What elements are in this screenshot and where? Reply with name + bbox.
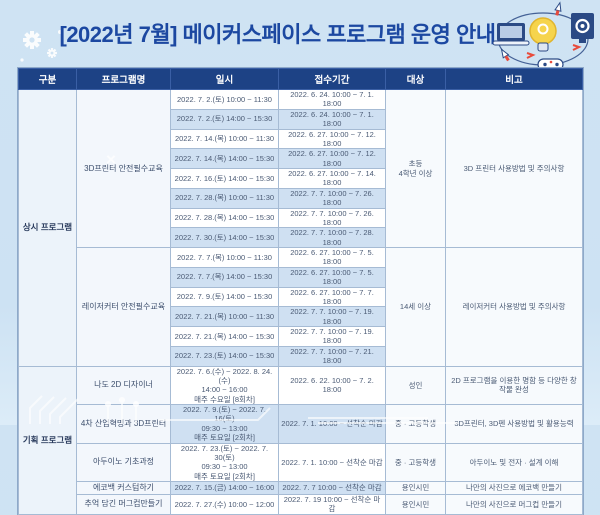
session-period-cell: 2022. 6. 22. 10:00 ~ 7. 2. 18:00 — [278, 365, 386, 405]
col-header-program: 프로그램명 — [76, 68, 171, 90]
rocket-icon — [500, 48, 510, 62]
note-cell: 레이저커터 사용방법 및 주의사항 — [445, 247, 583, 367]
target-cell: 14세 이상 — [385, 247, 446, 367]
session-period-cell: 2022. 6. 27. 10:00 ~ 7. 12. 18:00 — [278, 128, 386, 150]
session-date-cell: 2022. 7. 16.(토) 14:00 ~ 15:30 — [170, 168, 279, 189]
session-period-cell: 2022. 6. 27. 10:00 ~ 7. 5. 18:00 — [278, 266, 386, 288]
session-date-cell: 2022. 7. 7.(목) 10:00 ~ 11:30 — [170, 247, 279, 268]
table-row: 아두이노 기초과정 2022. 7. 23.(토) ~ 2022. 7. 30(… — [19, 442, 583, 482]
table-row: 2022. 7. 30.(토) 14:00 ~ 15:30 2022. 7. 7… — [19, 227, 583, 248]
session-date-cell: 2022. 7. 14.(목) 14:00 ~ 15:30 — [170, 148, 279, 169]
target-cell: 성인 — [385, 365, 446, 405]
rocket-icon — [554, 1, 562, 16]
monitor-icon — [571, 13, 594, 43]
table-row: 에코백 커스텀하기 2022. 7. 15.(금) 14:00 ~ 16:00 … — [19, 481, 583, 495]
session-date-cell: 2022. 7. 2.(토) 10:00 ~ 11:30 — [170, 89, 279, 110]
session-period-cell: 2022. 7. 7. 10:00 ~ 7. 21. 18:00 — [278, 345, 386, 367]
session-date-cell: 2022. 7. 27.(수) 10:00 ~ 12:00 — [170, 494, 279, 515]
col-header-datetime: 일시 — [170, 68, 279, 90]
session-date-cell: 2022. 7. 2.(토) 14:00 ~ 15:30 — [170, 108, 279, 130]
session-period-cell: 2022. 7. 7. 10:00 ~ 7. 28. 18:00 — [278, 227, 386, 248]
table-row: 2022. 7. 14.(목) 14:00 ~ 15:30 2022. 6. 2… — [19, 148, 583, 169]
session-period-cell: 2022. 7. 7. 10:00 ~ 7. 26. 18:00 — [278, 207, 386, 229]
session-period-cell: 2022. 7. 7. 10:00 ~ 7. 19. 18:00 — [278, 326, 386, 347]
category-cell: 상시 프로그램 — [18, 89, 77, 367]
page-title: [2022년 7월] 메이커스페이스 프로그램 운영 안내 — [59, 22, 496, 47]
makerspace-illustration — [492, 1, 594, 71]
session-date-cell: 2022. 7. 6.(수) ~ 2022. 8. 24.(수) 14:00 ~… — [170, 365, 279, 405]
table-row: 추억 담긴 머그컵만들기 2022. 7. 27.(수) 10:00 ~ 12:… — [19, 494, 583, 515]
session-period-cell: 2022. 7. 7. 10:00 ~ 7. 19. 18:00 — [278, 306, 386, 327]
program-name-cell: 추억 담긴 머그컵만들기 — [76, 494, 171, 515]
session-date-cell: 2022. 7. 14.(목) 10:00 ~ 11:30 — [170, 128, 279, 150]
program-name-cell: 에코백 커스텀하기 — [76, 481, 171, 495]
session-date-cell: 2022. 7. 21.(목) 14:00 ~ 15:30 — [170, 326, 279, 347]
session-date-cell: 2022. 7. 28.(목) 14:00 ~ 15:30 — [170, 207, 279, 229]
session-period-cell: 2022. 7. 7 10:00 ~ 선착순 마감 — [278, 481, 386, 495]
session-period-cell: 2022. 7. 19 10:00 ~ 선착순 마감 — [278, 494, 386, 515]
note-cell: 2D 프로그램을 이용한 명함 등 다양한 창작물 완성 — [445, 365, 583, 405]
session-date-cell: 2022. 7. 28.(목) 10:00 ~ 11:30 — [170, 187, 279, 209]
session-date-cell: 2022. 7. 30.(토) 14:00 ~ 15:30 — [170, 227, 279, 248]
circuit-pattern — [29, 395, 458, 424]
session-period-cell: 2022. 6. 27. 10:00 ~ 7. 5. 18:00 — [278, 247, 386, 268]
table-row: 2022. 7. 7.(목) 14:00 ~ 15:30 2022. 6. 27… — [19, 266, 583, 288]
session-period-cell: 2022. 7. 1. 10:00 ~ 선착순 마감 — [278, 442, 386, 482]
program-name-cell: 3D프린터 안전필수교육 — [76, 89, 171, 248]
table-row: 2022. 7. 14.(목) 10:00 ~ 11:30 2022. 6. 2… — [19, 128, 583, 150]
table-row: 2022. 7. 21.(목) 14:00 ~ 15:30 2022. 7. 7… — [19, 326, 583, 347]
table-row: 레이저커터 안전필수교육 2022. 7. 7.(목) 10:00 ~ 11:3… — [19, 247, 583, 367]
note-cell: 3D 프린터 사용방법 및 주의사항 — [445, 89, 583, 248]
target-cell: 초등 4학년 이상 — [385, 89, 446, 248]
target-cell: 중 · 고등학생 — [385, 442, 446, 482]
table-header-row: 구분 프로그램명 일시 접수기간 대상 비고 — [18, 68, 583, 90]
table-row: 2022. 7. 28.(목) 14:00 ~ 15:30 2022. 7. 7… — [19, 207, 583, 229]
session-date-cell: 2022. 7. 21.(목) 10:00 ~ 11:30 — [170, 306, 279, 327]
col-header-target: 대상 — [385, 68, 446, 90]
col-header-note: 비고 — [445, 68, 583, 90]
session-date-cell: 2022. 7. 7.(목) 14:00 ~ 15:30 — [170, 266, 279, 288]
col-header-category: 구분 — [18, 68, 77, 90]
note-cell: 아두이노 및 전자 · 설계 이해 — [445, 442, 583, 482]
gear-icon — [20, 30, 62, 62]
session-date-cell: 2022. 7. 23.(토) ~ 2022. 7. 30(토) 09:30 ~… — [170, 442, 279, 482]
session-period-cell: 2022. 6. 27. 10:00 ~ 7. 14. 18:00 — [278, 168, 386, 189]
program-schedule-table: 구분 프로그램명 일시 접수기간 대상 비고 상시 프로그램 3D프린터 안전필… — [18, 68, 583, 515]
target-cell: 용인시민 — [385, 494, 446, 515]
table-row: 2022. 7. 9.(토) 14:00 ~ 15:30 2022. 6. 27… — [19, 286, 583, 308]
program-name-cell: 레이저커터 안전필수교육 — [76, 247, 171, 367]
arrow-doodle — [526, 52, 536, 59]
session-period-cell: 2022. 6. 27. 10:00 ~ 7. 7. 18:00 — [278, 286, 386, 308]
table-row: 2022. 7. 28.(목) 10:00 ~ 11:30 2022. 7. 7… — [19, 187, 583, 209]
arrow-doodle — [572, 44, 582, 51]
session-period-cell: 2022. 6. 24. 10:00 ~ 7. 1. 18:00 — [278, 108, 386, 130]
session-date-cell: 2022. 7. 9.(토) 14:00 ~ 15:30 — [170, 286, 279, 308]
note-cell: 나만의 사진으로 에코백 만들기 — [445, 481, 583, 495]
session-date-cell: 2022. 7. 15.(금) 14:00 ~ 16:00 — [170, 481, 279, 495]
session-period-cell: 2022. 6. 27. 10:00 ~ 7. 12. 18:00 — [278, 148, 386, 169]
table-row: 상시 프로그램 3D프린터 안전필수교육 2022. 7. 2.(토) 10:0… — [18, 89, 583, 367]
table-row: 2022. 7. 16.(토) 14:00 ~ 15:30 2022. 6. 2… — [19, 168, 583, 189]
category-cell: 기획 프로그램 — [18, 365, 77, 515]
program-name-cell: 아두이노 기초과정 — [76, 442, 171, 482]
col-header-registration: 접수기간 — [278, 68, 386, 90]
session-period-cell: 2022. 6. 24. 10:00 ~ 7. 1. 18:00 — [278, 89, 386, 110]
target-cell: 용인시민 — [385, 481, 446, 495]
session-date-cell: 2022. 7. 23.(토) 14:00 ~ 15:30 — [170, 345, 279, 367]
laptop-icon — [492, 23, 530, 46]
session-period-cell: 2022. 7. 7. 10:00 ~ 7. 26. 18:00 — [278, 187, 386, 209]
note-cell: 나만의 사진으로 머그컵 만들기 — [445, 494, 583, 515]
lightbulb-icon — [529, 17, 557, 52]
table-row: 2022. 7. 23.(토) 14:00 ~ 15:30 2022. 7. 7… — [19, 345, 583, 367]
